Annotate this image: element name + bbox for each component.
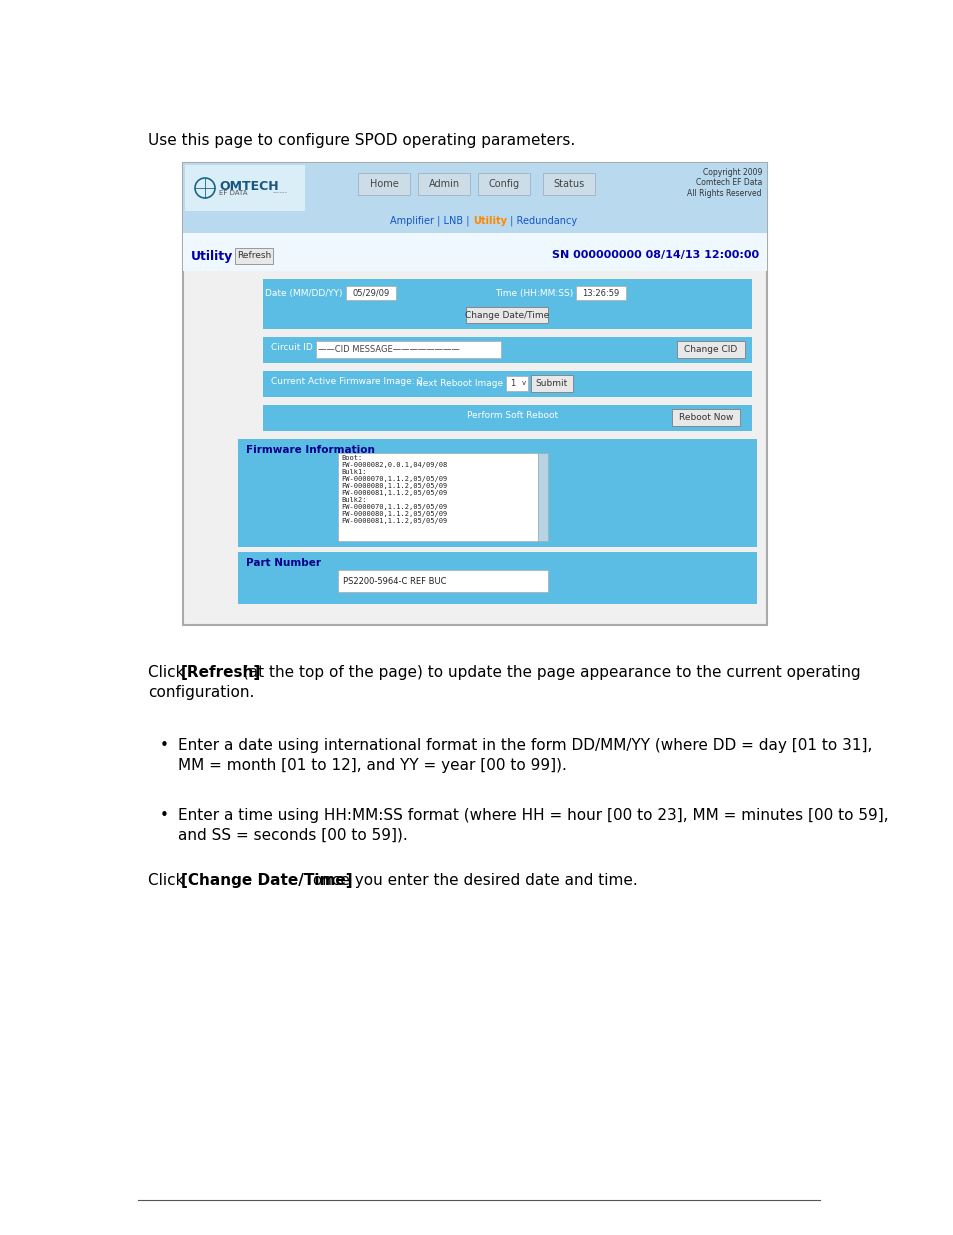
Text: [Refresh]: [Refresh] (181, 664, 261, 680)
Bar (185, 165, 305, 211)
Text: Utility: Utility (191, 249, 233, 263)
Bar (542, 173, 595, 195)
Text: Perform Soft Reboot: Perform Soft Reboot (467, 411, 558, 420)
Text: Use this page to configure SPOD operating parameters.: Use this page to configure SPOD operatin… (148, 133, 575, 148)
Text: Next Reboot Image: Next Reboot Image (416, 378, 502, 388)
Bar (576, 287, 625, 300)
Text: OMTECH: OMTECH (219, 180, 278, 193)
Text: Submit: Submit (536, 378, 568, 388)
Text: (at the top of the page) to update the page appearance to the current operating: (at the top of the page) to update the p… (237, 664, 860, 680)
Text: MM = month [01 to 12], and YY = year [00 to 99]).: MM = month [01 to 12], and YY = year [00… (178, 758, 566, 773)
Text: configuration.: configuration. (148, 685, 254, 700)
Bar (183, 243, 766, 270)
Bar (234, 248, 273, 264)
Bar (337, 453, 537, 541)
Text: 1: 1 (510, 378, 515, 388)
Text: •: • (160, 739, 169, 753)
Text: v: v (521, 380, 525, 387)
Bar (531, 375, 573, 391)
Text: Firmware Information: Firmware Information (246, 445, 375, 454)
Text: Admin: Admin (428, 179, 459, 189)
Bar (465, 308, 547, 324)
Bar (183, 233, 766, 243)
Bar (237, 552, 757, 604)
Text: Refresh: Refresh (236, 252, 271, 261)
Text: Home: Home (369, 179, 398, 189)
Bar (183, 163, 766, 625)
Bar (505, 375, 527, 391)
Bar (417, 173, 470, 195)
Text: Amplifier | LNB |: Amplifier | LNB | (390, 216, 473, 226)
Bar (677, 341, 744, 358)
Text: •: • (160, 808, 169, 823)
Bar (263, 337, 751, 363)
Text: [Change Date/Time]: [Change Date/Time] (181, 873, 353, 888)
Text: Circuit ID: Circuit ID (271, 343, 313, 352)
Text: SN 000000000 08/14/13 12:00:00: SN 000000000 08/14/13 12:00:00 (551, 249, 759, 261)
Bar (477, 173, 530, 195)
Text: PS2200-5964-C REF BUC: PS2200-5964-C REF BUC (343, 577, 446, 585)
Text: Part Number: Part Number (246, 558, 320, 568)
Text: | Redundancy: | Redundancy (506, 216, 577, 226)
Text: ——CID MESSAGE————————: ——CID MESSAGE———————— (317, 345, 459, 353)
Text: Status: Status (553, 179, 584, 189)
Bar (263, 405, 751, 431)
Bar (237, 438, 757, 547)
Bar (671, 409, 740, 426)
Bar (315, 341, 500, 358)
Text: Time (HH:MM:SS): Time (HH:MM:SS) (495, 289, 573, 298)
Text: 05/29/09: 05/29/09 (352, 289, 389, 298)
Bar (337, 571, 547, 592)
Text: ------: ------ (273, 189, 288, 195)
Text: once you enter the desired date and time.: once you enter the desired date and time… (308, 873, 638, 888)
Text: Config: Config (488, 179, 519, 189)
Bar (183, 163, 766, 212)
Text: Click: Click (148, 664, 190, 680)
Bar (537, 453, 547, 541)
Text: Enter a date using international format in the form DD/MM/YY (where DD = day [01: Enter a date using international format … (178, 739, 871, 753)
Text: Copyright 2009
Comtech EF Data
All Rights Reserved: Copyright 2009 Comtech EF Data All Right… (687, 168, 761, 198)
Text: Boot:
FW-0000082,0.0.1,04/09/08
Bulk1:
FW-0000070,1.1.2,05/05/09
FW-0000080,1.1.: Boot: FW-0000082,0.0.1,04/09/08 Bulk1: F… (340, 454, 447, 524)
Text: EF DATA: EF DATA (219, 190, 247, 196)
Bar (357, 173, 410, 195)
Bar (263, 279, 751, 329)
Text: and SS = seconds [00 to 59]).: and SS = seconds [00 to 59]). (178, 827, 407, 844)
Text: Enter a time using HH:MM:SS format (where HH = hour [00 to 23], MM = minutes [00: Enter a time using HH:MM:SS format (wher… (178, 808, 887, 823)
Text: Change CID: Change CID (683, 345, 737, 353)
Bar (346, 287, 395, 300)
Bar (263, 370, 751, 396)
Text: Utility: Utility (473, 216, 506, 226)
Text: Reboot Now: Reboot Now (679, 412, 733, 421)
Text: Change Date/Time: Change Date/Time (464, 310, 549, 320)
Text: Click: Click (148, 873, 190, 888)
Text: Current Active Firmware Image: 2: Current Active Firmware Image: 2 (271, 377, 423, 387)
Text: Date (MM/DD/YY): Date (MM/DD/YY) (265, 289, 343, 298)
Bar (183, 212, 766, 233)
Text: 13:26:59: 13:26:59 (581, 289, 619, 298)
